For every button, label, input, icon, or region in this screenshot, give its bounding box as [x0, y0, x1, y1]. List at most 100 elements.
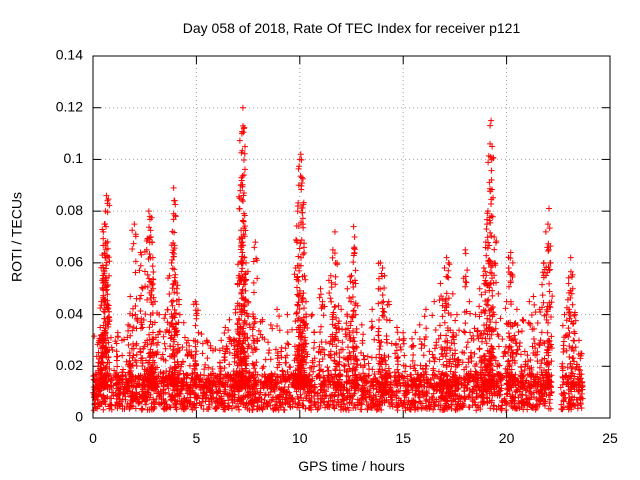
- data-point: [306, 371, 313, 378]
- data-point: [400, 329, 407, 336]
- data-point: [377, 387, 384, 394]
- data-point: [545, 366, 552, 373]
- data-point: [412, 329, 419, 336]
- data-point: [487, 122, 494, 129]
- data-point: [199, 340, 206, 347]
- data-point: [367, 383, 374, 390]
- data-point: [410, 365, 417, 372]
- data-point: [482, 268, 489, 275]
- data-point: [240, 218, 247, 225]
- data-point: [103, 240, 110, 247]
- data-point: [284, 340, 291, 347]
- data-point: [241, 150, 248, 157]
- data-point: [381, 397, 388, 404]
- data-point: [350, 223, 357, 230]
- data-point: [294, 208, 301, 215]
- data-point: [540, 299, 547, 306]
- data-point: [290, 370, 297, 377]
- data-point: [346, 337, 353, 344]
- data-point: [465, 359, 472, 366]
- data-point: [438, 350, 445, 357]
- data-point: [139, 405, 146, 412]
- data-point: [393, 347, 400, 354]
- data-point: [433, 342, 440, 349]
- data-point: [164, 306, 171, 313]
- data-point: [294, 273, 301, 280]
- data-point: [445, 267, 452, 274]
- data-point: [429, 312, 436, 319]
- data-point: [385, 388, 392, 395]
- data-point: [395, 353, 402, 360]
- data-point: [140, 379, 147, 386]
- data-point: [489, 213, 496, 220]
- data-point: [243, 355, 250, 362]
- data-point: [546, 337, 553, 344]
- data-point: [440, 361, 447, 368]
- data-point: [191, 390, 198, 397]
- data-point: [300, 244, 307, 251]
- data-point: [238, 268, 245, 275]
- data-point: [298, 333, 305, 340]
- data-point: [114, 363, 121, 370]
- data-point: [349, 313, 356, 320]
- data-point: [512, 389, 519, 396]
- data-point: [496, 362, 503, 369]
- data-point: [142, 389, 149, 396]
- data-point: [445, 259, 452, 266]
- data-point: [373, 386, 380, 393]
- data-point: [104, 291, 111, 298]
- data-point: [327, 338, 334, 345]
- data-point: [546, 383, 553, 390]
- data-point: [333, 374, 340, 381]
- data-point: [380, 382, 387, 389]
- data-point: [483, 321, 490, 328]
- x-tick-label: 10: [292, 430, 308, 446]
- data-point: [560, 338, 567, 345]
- data-point: [300, 328, 307, 335]
- data-point: [171, 229, 178, 236]
- data-point: [314, 406, 321, 413]
- data-point: [186, 362, 193, 369]
- data-point: [169, 393, 176, 400]
- data-point: [335, 361, 342, 368]
- data-point: [123, 358, 130, 365]
- data-point: [430, 367, 437, 374]
- data-point: [149, 357, 156, 364]
- data-point: [463, 279, 470, 286]
- data-point: [205, 401, 212, 408]
- data-point: [481, 398, 488, 405]
- data-point: [379, 292, 386, 299]
- data-point: [199, 384, 206, 391]
- data-point: [540, 260, 547, 267]
- data-point: [170, 216, 177, 223]
- data-point: [498, 407, 505, 414]
- data-point: [132, 258, 139, 265]
- data-point: [344, 311, 351, 318]
- grid-lines: [93, 56, 610, 418]
- data-point: [506, 283, 513, 290]
- data-point: [435, 335, 442, 342]
- data-point: [180, 319, 187, 326]
- data-point: [272, 346, 279, 353]
- data-point: [488, 378, 495, 385]
- data-point: [337, 403, 344, 410]
- data-point: [283, 396, 290, 403]
- data-point: [439, 313, 446, 320]
- data-point: [238, 196, 245, 203]
- data-point: [358, 401, 365, 408]
- data-point: [509, 274, 516, 281]
- data-point: [373, 354, 380, 361]
- data-point: [423, 396, 430, 403]
- data-point: [397, 344, 404, 351]
- data-point: [142, 268, 149, 275]
- data-point: [332, 366, 339, 373]
- data-point: [400, 340, 407, 347]
- data-point: [483, 340, 490, 347]
- data-point: [536, 391, 543, 398]
- data-point: [361, 356, 368, 363]
- data-point: [420, 383, 427, 390]
- data-point: [120, 366, 127, 373]
- data-point: [563, 347, 570, 354]
- data-point: [354, 302, 361, 309]
- data-point: [578, 350, 585, 357]
